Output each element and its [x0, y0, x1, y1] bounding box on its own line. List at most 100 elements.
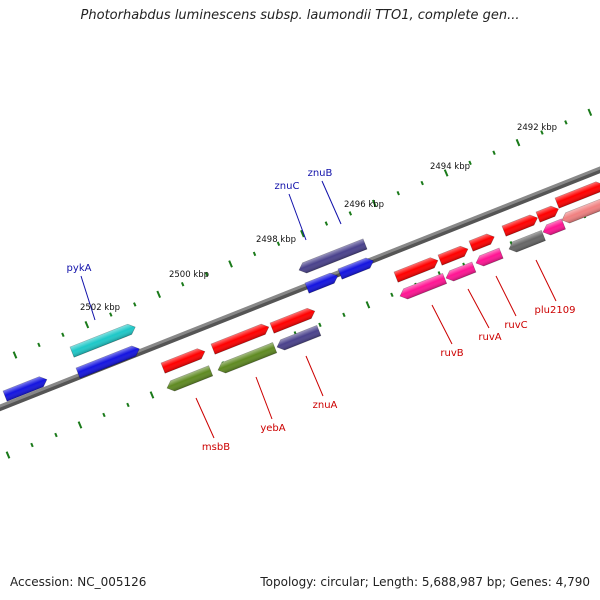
gene-block-ruvB — [399, 272, 448, 300]
gene-block-red-edge-a-shade — [536, 206, 559, 223]
upper-tick — [12, 351, 18, 359]
gene-block-msbB-strand-shade — [161, 348, 205, 374]
accession-text: Accession: NC_005126 — [10, 575, 147, 589]
map-title: Photorhabdus luminescens subsp. laumondi… — [80, 8, 520, 23]
upper-tick — [564, 120, 568, 125]
gene-block-ruvA — [445, 261, 477, 282]
upper-tick — [228, 260, 233, 268]
leader-pykA — [80, 275, 96, 321]
gene-block-pink-edge — [542, 218, 566, 236]
upper-tick — [300, 229, 305, 238]
gene-label-ruvC: ruvC — [504, 320, 527, 331]
genome-summary-text: Topology: circular; Length: 5,688,987 bp… — [260, 575, 590, 589]
gene-block-red-edge-a — [535, 205, 559, 223]
gene-block-znuB-shade — [305, 273, 338, 294]
upper-tick — [396, 190, 400, 196]
lower-tick — [30, 442, 34, 448]
upper-tick — [443, 169, 449, 177]
upper-tick — [515, 138, 521, 147]
gene-block-blue-mid — [75, 345, 140, 379]
upper-tick — [468, 160, 472, 166]
lower-tick — [342, 312, 346, 318]
gene-block-ruvB-strand — [393, 257, 439, 283]
lower-tick — [149, 391, 155, 399]
gene-block-red-znu — [269, 307, 316, 334]
gene-block-ruvC-shade — [476, 248, 504, 267]
gene-block-red-edge-b — [554, 181, 600, 209]
lower-tick — [77, 421, 83, 429]
gene-block-znuB — [304, 272, 339, 294]
gene-block-ruvA-shade — [446, 261, 476, 282]
upper-tick — [324, 221, 329, 226]
upper-tick — [109, 312, 113, 317]
leader-ruvC — [495, 275, 517, 317]
upper-tick — [371, 199, 377, 208]
gene-block-yebA — [217, 342, 278, 374]
gene-features — [2, 181, 600, 402]
lower-tick — [54, 432, 58, 438]
upper-tick — [540, 130, 544, 135]
gene-block-red-edge-b-shade — [555, 181, 600, 209]
gene-block-red-mid — [210, 323, 270, 355]
gene-block-znuC — [298, 238, 368, 274]
leader-znuA — [305, 355, 324, 397]
gene-block-plu-strand — [501, 214, 538, 237]
gene-block-znuA-shade — [277, 325, 321, 351]
upper-tick — [180, 281, 185, 287]
upper-tick — [252, 251, 257, 257]
gene-block-lightred-edge-shade — [562, 198, 600, 224]
gene-block-ruvC — [475, 247, 504, 267]
lower-tick — [102, 412, 106, 418]
upper-tick — [587, 108, 593, 116]
leader-ruvB — [431, 304, 453, 345]
gene-block-blue-mid-shade — [76, 345, 140, 379]
gene-label-znuB: znuB — [308, 168, 333, 179]
upper-tick — [276, 241, 281, 246]
gene-block-plu2109-shade — [509, 230, 546, 253]
gene-block-pykA — [69, 323, 136, 358]
leader-ruvA — [467, 288, 490, 329]
kbp-label-1: 2494 kbp — [430, 162, 470, 172]
gene-block-yebA-shade — [218, 342, 277, 374]
upper-tick — [156, 290, 162, 299]
kbp-label-3: 2498 kbp — [256, 235, 296, 245]
label-leaders — [80, 180, 557, 439]
gene-block-ruvB-strand-shade — [394, 257, 438, 283]
upper-tick — [84, 320, 90, 329]
gene-block-plu2109 — [508, 229, 546, 253]
gene-label-znuC: znuC — [275, 181, 300, 192]
gene-label-pykA: pykA — [67, 263, 92, 274]
gene-block-znuA — [276, 325, 322, 351]
leader-msbB — [195, 397, 215, 439]
lower-tick — [318, 322, 322, 328]
gene-block-ruvC-strand — [468, 233, 495, 252]
upper-tick — [420, 180, 424, 186]
gene-block-blue-right — [337, 257, 374, 280]
gene-label-plu2109: plu2109 — [535, 305, 576, 316]
gene-block-lightred-edge — [561, 198, 600, 224]
gene-block-red-mid-shade — [211, 324, 269, 355]
upper-tick — [348, 211, 353, 216]
gene-block-red-znu-shade — [270, 308, 315, 334]
gene-block-ruvB-shade — [400, 273, 447, 300]
lower-tick — [126, 402, 130, 408]
gene-block-msbB — [166, 365, 214, 392]
gene-block-msbB-shade — [167, 365, 213, 392]
gene-label-yebA: yebA — [260, 423, 285, 434]
upper-tick — [61, 332, 65, 338]
tick-marks — [5, 108, 593, 459]
gene-block-pykA-shade — [70, 324, 136, 358]
kbp-label-0: 2492 kbp — [517, 123, 557, 133]
kbp-label-4: 2500 kbp — [169, 270, 209, 280]
gene-block-ruvC-strand-shade — [469, 234, 495, 252]
gene-block-znuC-shade — [299, 238, 368, 274]
upper-tick — [133, 302, 137, 307]
gene-block-msbB-strand — [160, 348, 206, 374]
gene-block-blue-right-shade — [338, 257, 374, 280]
upper-tick — [204, 271, 209, 277]
kbp-label-5: 2502 kbp — [80, 303, 120, 313]
leader-znuC — [288, 193, 307, 241]
gene-block-ruvA-strand-shade — [438, 246, 468, 266]
